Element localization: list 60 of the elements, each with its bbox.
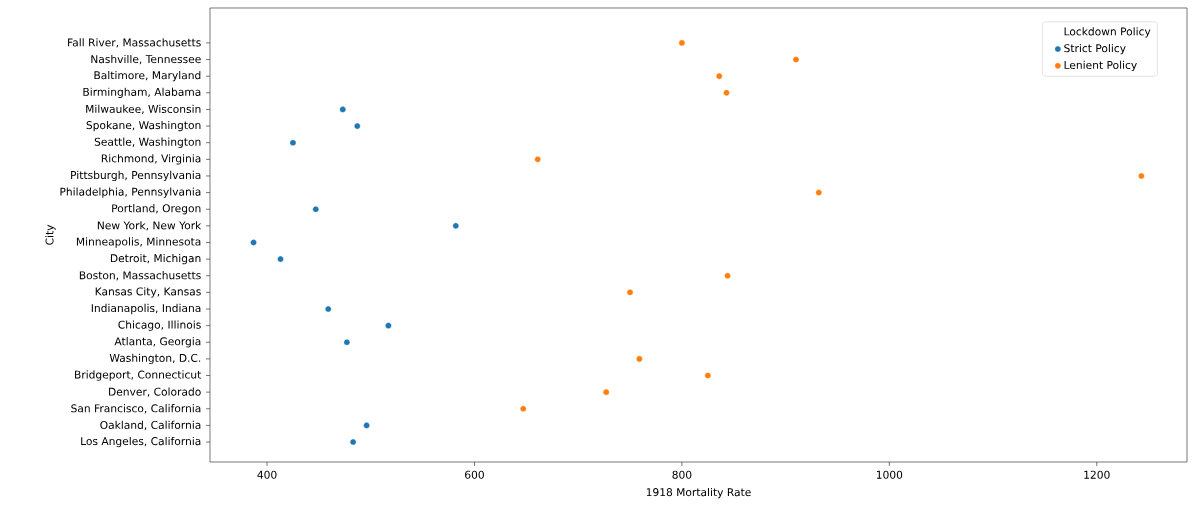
x-tick-label: 600: [465, 470, 484, 479]
point: [724, 272, 731, 280]
y-tick-label: Milwaukee, Wisconsin: [86, 104, 201, 115]
point: [678, 39, 686, 47]
point: [343, 339, 351, 346]
point: [519, 405, 527, 413]
y-tick-label: Nashville, Tennessee: [91, 54, 201, 65]
y-tick-label: Seattle, Washington: [94, 137, 201, 148]
y-tick-label: Indianapolis, Indiana: [91, 303, 201, 315]
x-tick-label: 400: [257, 470, 277, 479]
point: [602, 388, 610, 396]
point: [452, 222, 460, 230]
y-tick-label: Denver, Colorado: [109, 387, 201, 397]
x-tick-label: 1200: [1084, 470, 1110, 479]
point: [723, 89, 730, 97]
y-tick-label: Minneapolis, Minnesota: [76, 237, 201, 248]
x-tick-label: 1000: [876, 470, 903, 479]
y-tick-label: Los Angeles, California: [81, 436, 201, 448]
point: [354, 122, 361, 130]
y-tick-label: Atlanta, Georgia: [114, 337, 201, 348]
x-axis-title: 1918 Mortality Rate: [646, 487, 751, 499]
legend-title: Lockdown Policy: [1064, 27, 1151, 38]
point: [277, 255, 284, 263]
point: [1138, 172, 1145, 180]
legend-label: Lenient Policy: [1064, 60, 1137, 72]
point: [324, 305, 332, 313]
y-tick-label: Baltimore, Maryland: [94, 71, 201, 82]
point: [626, 289, 634, 296]
point: [715, 72, 723, 80]
point: [363, 422, 370, 429]
y-tick-label: Fall River, Massachusetts: [68, 38, 201, 48]
y-tick-label: Spokane, Washington: [86, 120, 201, 132]
point: [636, 355, 643, 363]
point: [385, 322, 392, 329]
y-tick-label: Portland, Oregon: [112, 204, 201, 215]
y-tick-label: Bridgeport, Connecticut: [75, 370, 202, 381]
x-tick-label: 800: [672, 470, 692, 479]
y-axis-title: City: [45, 224, 56, 245]
point: [704, 372, 712, 379]
y-tick-label: Chicago, Illinois: [118, 320, 201, 331]
point: [792, 56, 800, 63]
point: [289, 139, 297, 146]
y-tick-label: Pittsburgh, Pennsylvania: [71, 170, 201, 182]
point: [339, 106, 347, 113]
y-tick-label: Birmingham, Alabama: [83, 87, 201, 98]
point: [349, 438, 357, 446]
point: [312, 205, 320, 213]
y-tick-label: San Francisco, California: [71, 404, 201, 414]
point: [534, 156, 542, 163]
point: [815, 189, 823, 196]
legend-label: Strict Policy: [1064, 44, 1126, 55]
y-tick-label: Oakland, California: [100, 420, 201, 431]
y-tick-label: Richmond, Virginia: [101, 154, 201, 165]
y-tick-label: Kansas City, Kansas: [95, 287, 201, 298]
y-tick-label: Detroit, Michigan: [110, 253, 201, 265]
y-tick-label: Washington, D.C.: [109, 353, 201, 365]
y-tick-label: Boston, Massachusetts: [79, 271, 201, 281]
y-tick-label: Philadelphia, Pennsylvania: [60, 187, 201, 198]
y-tick-label: New York, New York: [97, 221, 202, 231]
point: [250, 239, 257, 246]
